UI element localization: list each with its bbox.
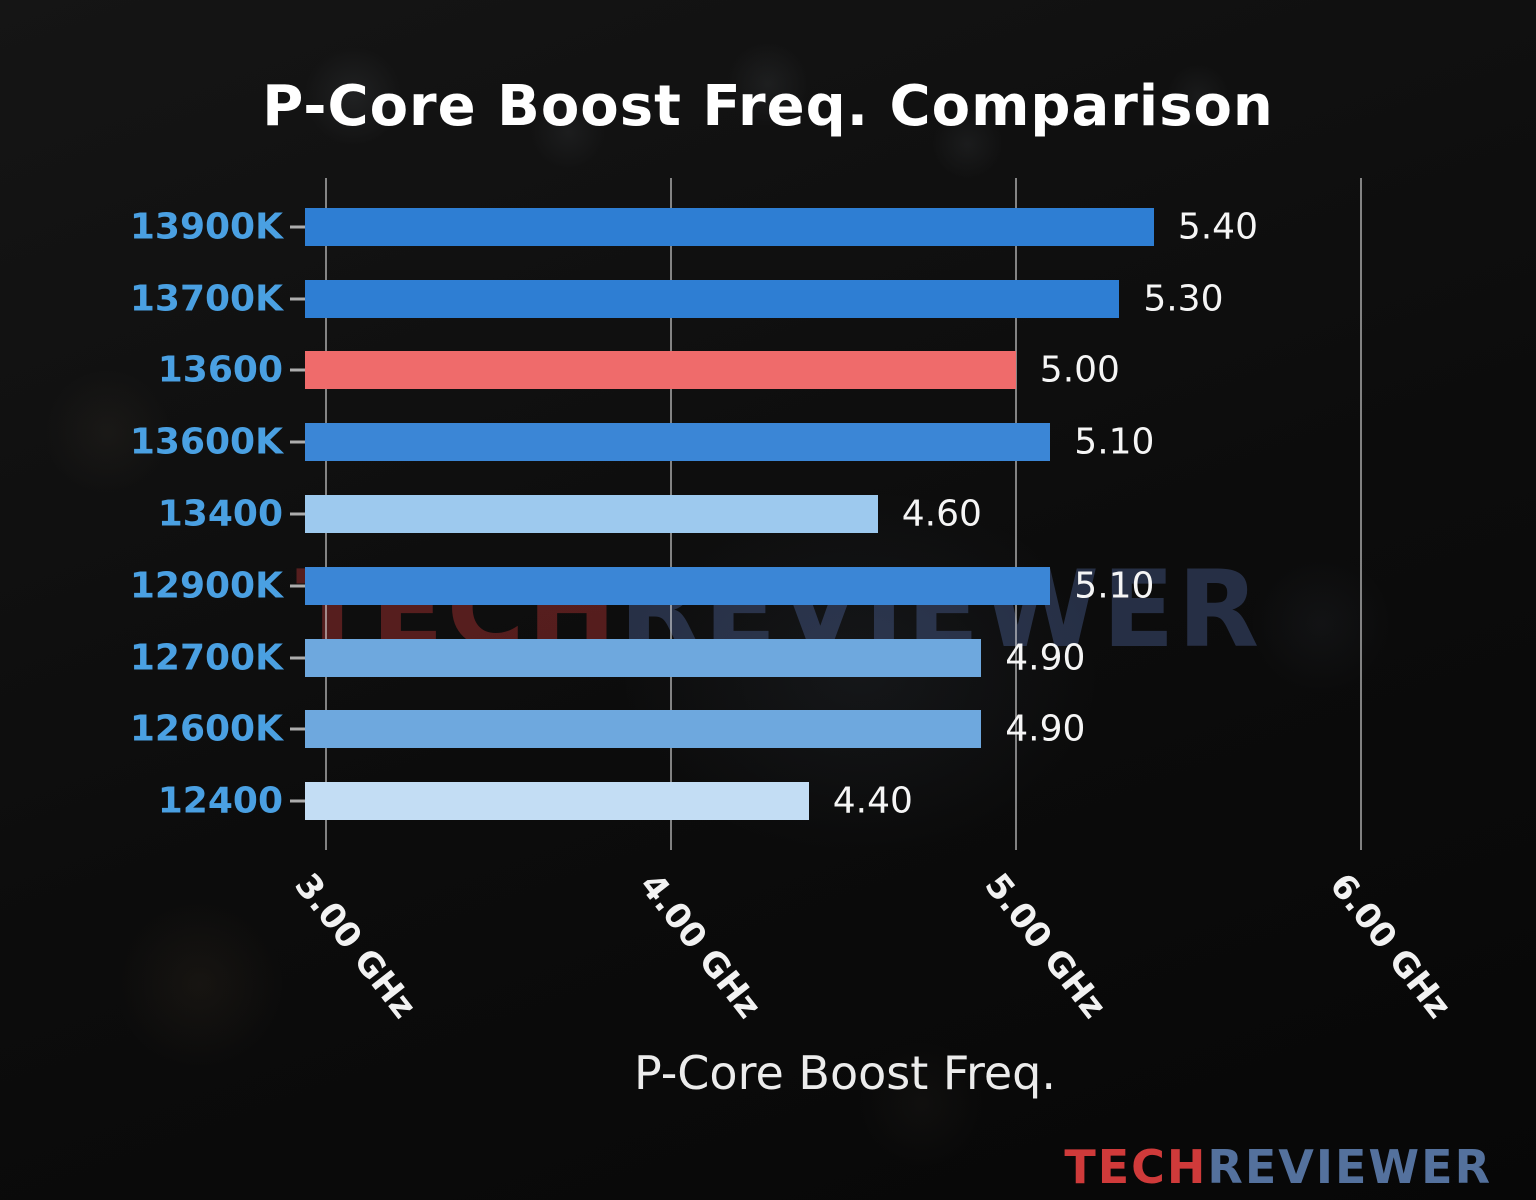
bar-row: 13600 5.00 bbox=[158, 335, 1385, 407]
gridline bbox=[1014, 178, 1017, 850]
x-tick-label: 3.00 GHz bbox=[286, 866, 424, 1027]
x-tick-label: 4.00 GHz bbox=[631, 866, 769, 1027]
bar-row: 13900K 5.40 bbox=[130, 191, 1385, 263]
category-label: 13900K bbox=[129, 206, 283, 248]
category-label: 12700K bbox=[129, 637, 283, 679]
bar bbox=[305, 207, 1154, 246]
y-tick bbox=[290, 656, 305, 660]
category-label: 12400 bbox=[157, 780, 283, 822]
bars-layer: 13900K 5.40 13700K 5.30 13600 5.00 13600K 5.10 1… bbox=[130, 178, 1385, 850]
y-tick bbox=[290, 584, 305, 588]
category-label: 13400 bbox=[157, 493, 283, 535]
category-label: 13700K bbox=[129, 278, 283, 320]
bar-row: 12900K 5.10 bbox=[130, 550, 1385, 622]
gridline bbox=[1359, 178, 1362, 850]
plot-area: 13900K 5.40 13700K 5.30 13600 5.00 13600K 5.10 1… bbox=[130, 178, 1459, 1026]
chart-title: P-Core Boost Freq. Comparison bbox=[262, 73, 1274, 139]
bar-value-label: 5.30 bbox=[1143, 278, 1224, 320]
bar-row: 12600K 4.90 bbox=[130, 693, 1385, 765]
brand-tech-text: TECH bbox=[1064, 1140, 1208, 1194]
y-tick bbox=[290, 727, 305, 731]
y-tick bbox=[290, 512, 305, 516]
y-tick bbox=[290, 297, 305, 301]
bar-highlighted bbox=[305, 351, 1016, 390]
y-tick bbox=[290, 799, 305, 803]
bar bbox=[305, 710, 982, 749]
brand-reviewer-text: REVIEWER bbox=[1207, 1140, 1492, 1194]
category-label: 13600K bbox=[129, 421, 283, 463]
bar-row: 13400 4.60 bbox=[158, 478, 1385, 550]
brand-logo: TECHREVIEWER bbox=[1064, 1140, 1492, 1194]
bar-value-label: 5.40 bbox=[1177, 206, 1258, 248]
bar bbox=[305, 638, 982, 677]
bar-row: 12400 4.40 bbox=[158, 765, 1385, 837]
bar bbox=[305, 423, 1051, 462]
y-tick bbox=[290, 368, 305, 372]
bar-value-label: 4.60 bbox=[901, 493, 982, 535]
x-axis-label: P-Core Boost Freq. bbox=[633, 1046, 1057, 1100]
bar-value-label: 5.10 bbox=[1074, 421, 1155, 463]
bar-value-label: 5.10 bbox=[1074, 565, 1155, 607]
bar-value-label: 4.40 bbox=[832, 780, 913, 822]
category-label: 12900K bbox=[129, 565, 283, 607]
bar-value-label: 4.90 bbox=[1005, 708, 1086, 750]
bar bbox=[305, 782, 809, 821]
x-tick-label: 5.00 GHz bbox=[976, 866, 1114, 1027]
bar-row: 13600K 5.10 bbox=[130, 406, 1385, 478]
category-label: 13600 bbox=[157, 349, 283, 391]
bar-value-label: 4.90 bbox=[1005, 637, 1086, 679]
y-tick bbox=[290, 440, 305, 444]
bar bbox=[305, 495, 878, 534]
bar bbox=[305, 566, 1051, 605]
category-label: 12600K bbox=[129, 708, 283, 750]
bar-row: 12700K 4.90 bbox=[130, 622, 1385, 694]
bar bbox=[305, 279, 1120, 318]
bar-row: 13700K 5.30 bbox=[130, 263, 1385, 335]
bar-value-label: 5.00 bbox=[1039, 349, 1120, 391]
y-tick bbox=[290, 225, 305, 229]
